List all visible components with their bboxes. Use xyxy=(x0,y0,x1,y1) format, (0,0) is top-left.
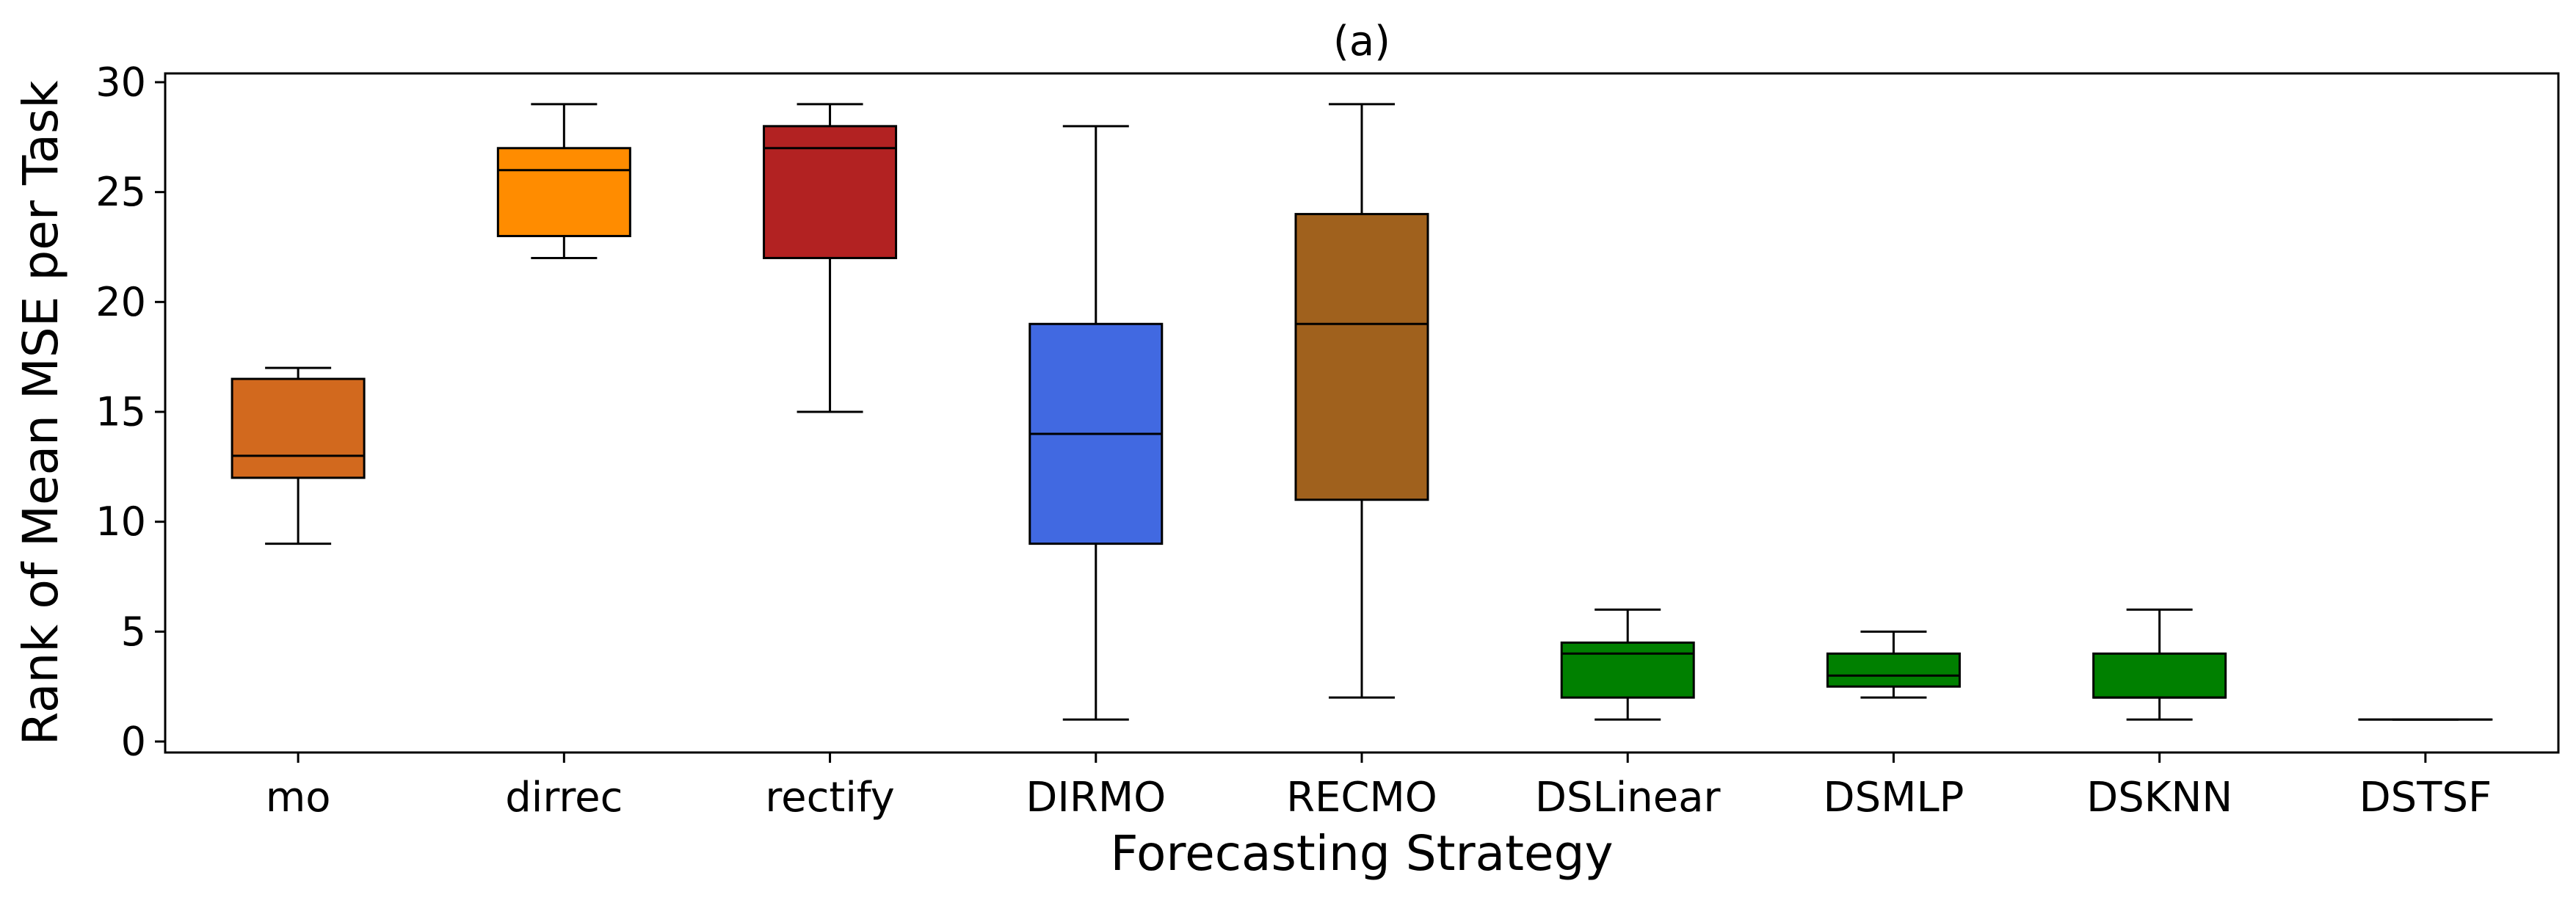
x-tick-label: mo xyxy=(266,774,331,822)
x-tick-label: RECMO xyxy=(1286,774,1437,822)
x-axis: mo dirrec rectify DIRMO RECMO DSLinear DSMLP DS… xyxy=(266,752,2492,822)
box-body xyxy=(496,147,631,238)
x-axis-label: Forecasting Strategy xyxy=(1110,825,1613,882)
x-tick-label: DSLinear xyxy=(1535,774,1721,822)
y-tick-label: 0 xyxy=(121,719,146,765)
x-tick-label: dirrec xyxy=(505,774,623,822)
chart-title: (a) xyxy=(1333,18,1390,65)
box-dsknn xyxy=(2092,608,2227,721)
box-dirmo xyxy=(1028,125,1164,721)
box-body xyxy=(1826,652,1961,688)
box-recmo xyxy=(1294,103,1429,699)
box-dirrec xyxy=(496,103,631,259)
box-body xyxy=(763,125,898,259)
y-axis-label: Rank of Mean MSE per Task xyxy=(12,80,69,746)
x-tick-label: DSMLP xyxy=(1823,774,1964,822)
plot-frame xyxy=(164,72,2560,754)
box-body xyxy=(1560,641,1695,699)
box-body xyxy=(231,377,366,479)
y-tick-label: 15 xyxy=(95,389,146,435)
y-tick-label: 25 xyxy=(95,169,146,215)
box-dslinear xyxy=(1560,608,1695,721)
boxes-group xyxy=(231,103,2493,721)
x-tick-label: rectify xyxy=(765,774,894,822)
x-tick-label: DSTSF xyxy=(2359,774,2492,822)
box-body xyxy=(2092,652,2227,699)
box-rectify xyxy=(763,103,898,413)
box-dsmlp xyxy=(1826,630,1961,699)
y-axis: 0 5 10 15 20 25 30 xyxy=(95,59,165,765)
box-body xyxy=(1294,213,1429,501)
x-tick-label: DSKNN xyxy=(2086,774,2232,822)
x-tick-label: DIRMO xyxy=(1026,774,1166,822)
box-mo xyxy=(231,366,366,545)
y-tick-label: 20 xyxy=(95,279,146,325)
y-tick-label: 10 xyxy=(95,498,146,545)
y-tick-label: 30 xyxy=(95,59,146,105)
y-tick-label: 5 xyxy=(121,609,146,655)
